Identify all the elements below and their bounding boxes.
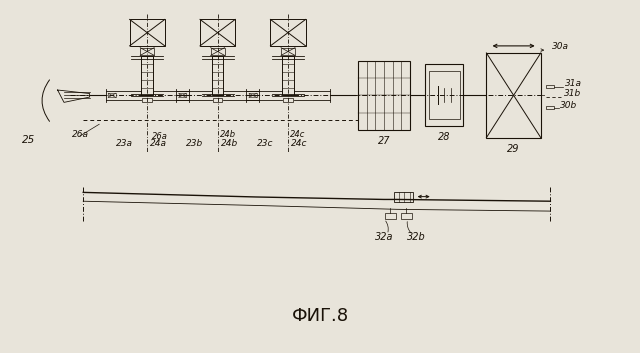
- Bar: [212, 98, 223, 102]
- Bar: [200, 19, 236, 46]
- Bar: [546, 106, 554, 109]
- Bar: [143, 98, 152, 102]
- Text: 29: 29: [508, 144, 520, 154]
- Bar: [394, 192, 413, 202]
- Text: 24a: 24a: [150, 139, 168, 148]
- Text: 24b: 24b: [220, 131, 236, 139]
- Bar: [283, 98, 293, 102]
- Bar: [281, 48, 295, 55]
- Text: 23c: 23c: [257, 139, 274, 148]
- Bar: [282, 56, 294, 95]
- Text: 23b: 23b: [186, 139, 204, 148]
- Bar: [429, 71, 460, 119]
- Text: 26a: 26a: [72, 131, 88, 139]
- Text: 25: 25: [22, 135, 36, 145]
- Bar: [141, 56, 153, 95]
- Text: 27: 27: [378, 136, 390, 146]
- Bar: [108, 93, 116, 97]
- Bar: [130, 19, 165, 46]
- Bar: [270, 19, 306, 46]
- Text: 31b: 31b: [564, 90, 581, 98]
- Bar: [486, 53, 541, 138]
- Text: 30a: 30a: [552, 42, 570, 51]
- Text: 24c: 24c: [291, 139, 308, 148]
- Bar: [212, 56, 223, 95]
- Bar: [546, 85, 554, 88]
- Text: 26a: 26a: [152, 132, 168, 141]
- Text: 31a: 31a: [565, 79, 582, 88]
- Bar: [425, 64, 463, 126]
- Text: 24b: 24b: [221, 139, 238, 148]
- Text: 30b: 30b: [560, 101, 577, 110]
- Text: 24c: 24c: [290, 131, 305, 139]
- Text: 23a: 23a: [116, 139, 133, 148]
- Text: ФИГ.8: ФИГ.8: [291, 307, 349, 325]
- Text: 28: 28: [438, 132, 451, 142]
- Bar: [140, 48, 154, 55]
- Bar: [211, 48, 225, 55]
- Text: 32b: 32b: [406, 232, 426, 242]
- Bar: [401, 213, 412, 219]
- Bar: [385, 213, 396, 219]
- Bar: [358, 61, 410, 130]
- Text: 32a: 32a: [375, 232, 393, 242]
- Bar: [249, 93, 257, 97]
- Bar: [179, 93, 186, 97]
